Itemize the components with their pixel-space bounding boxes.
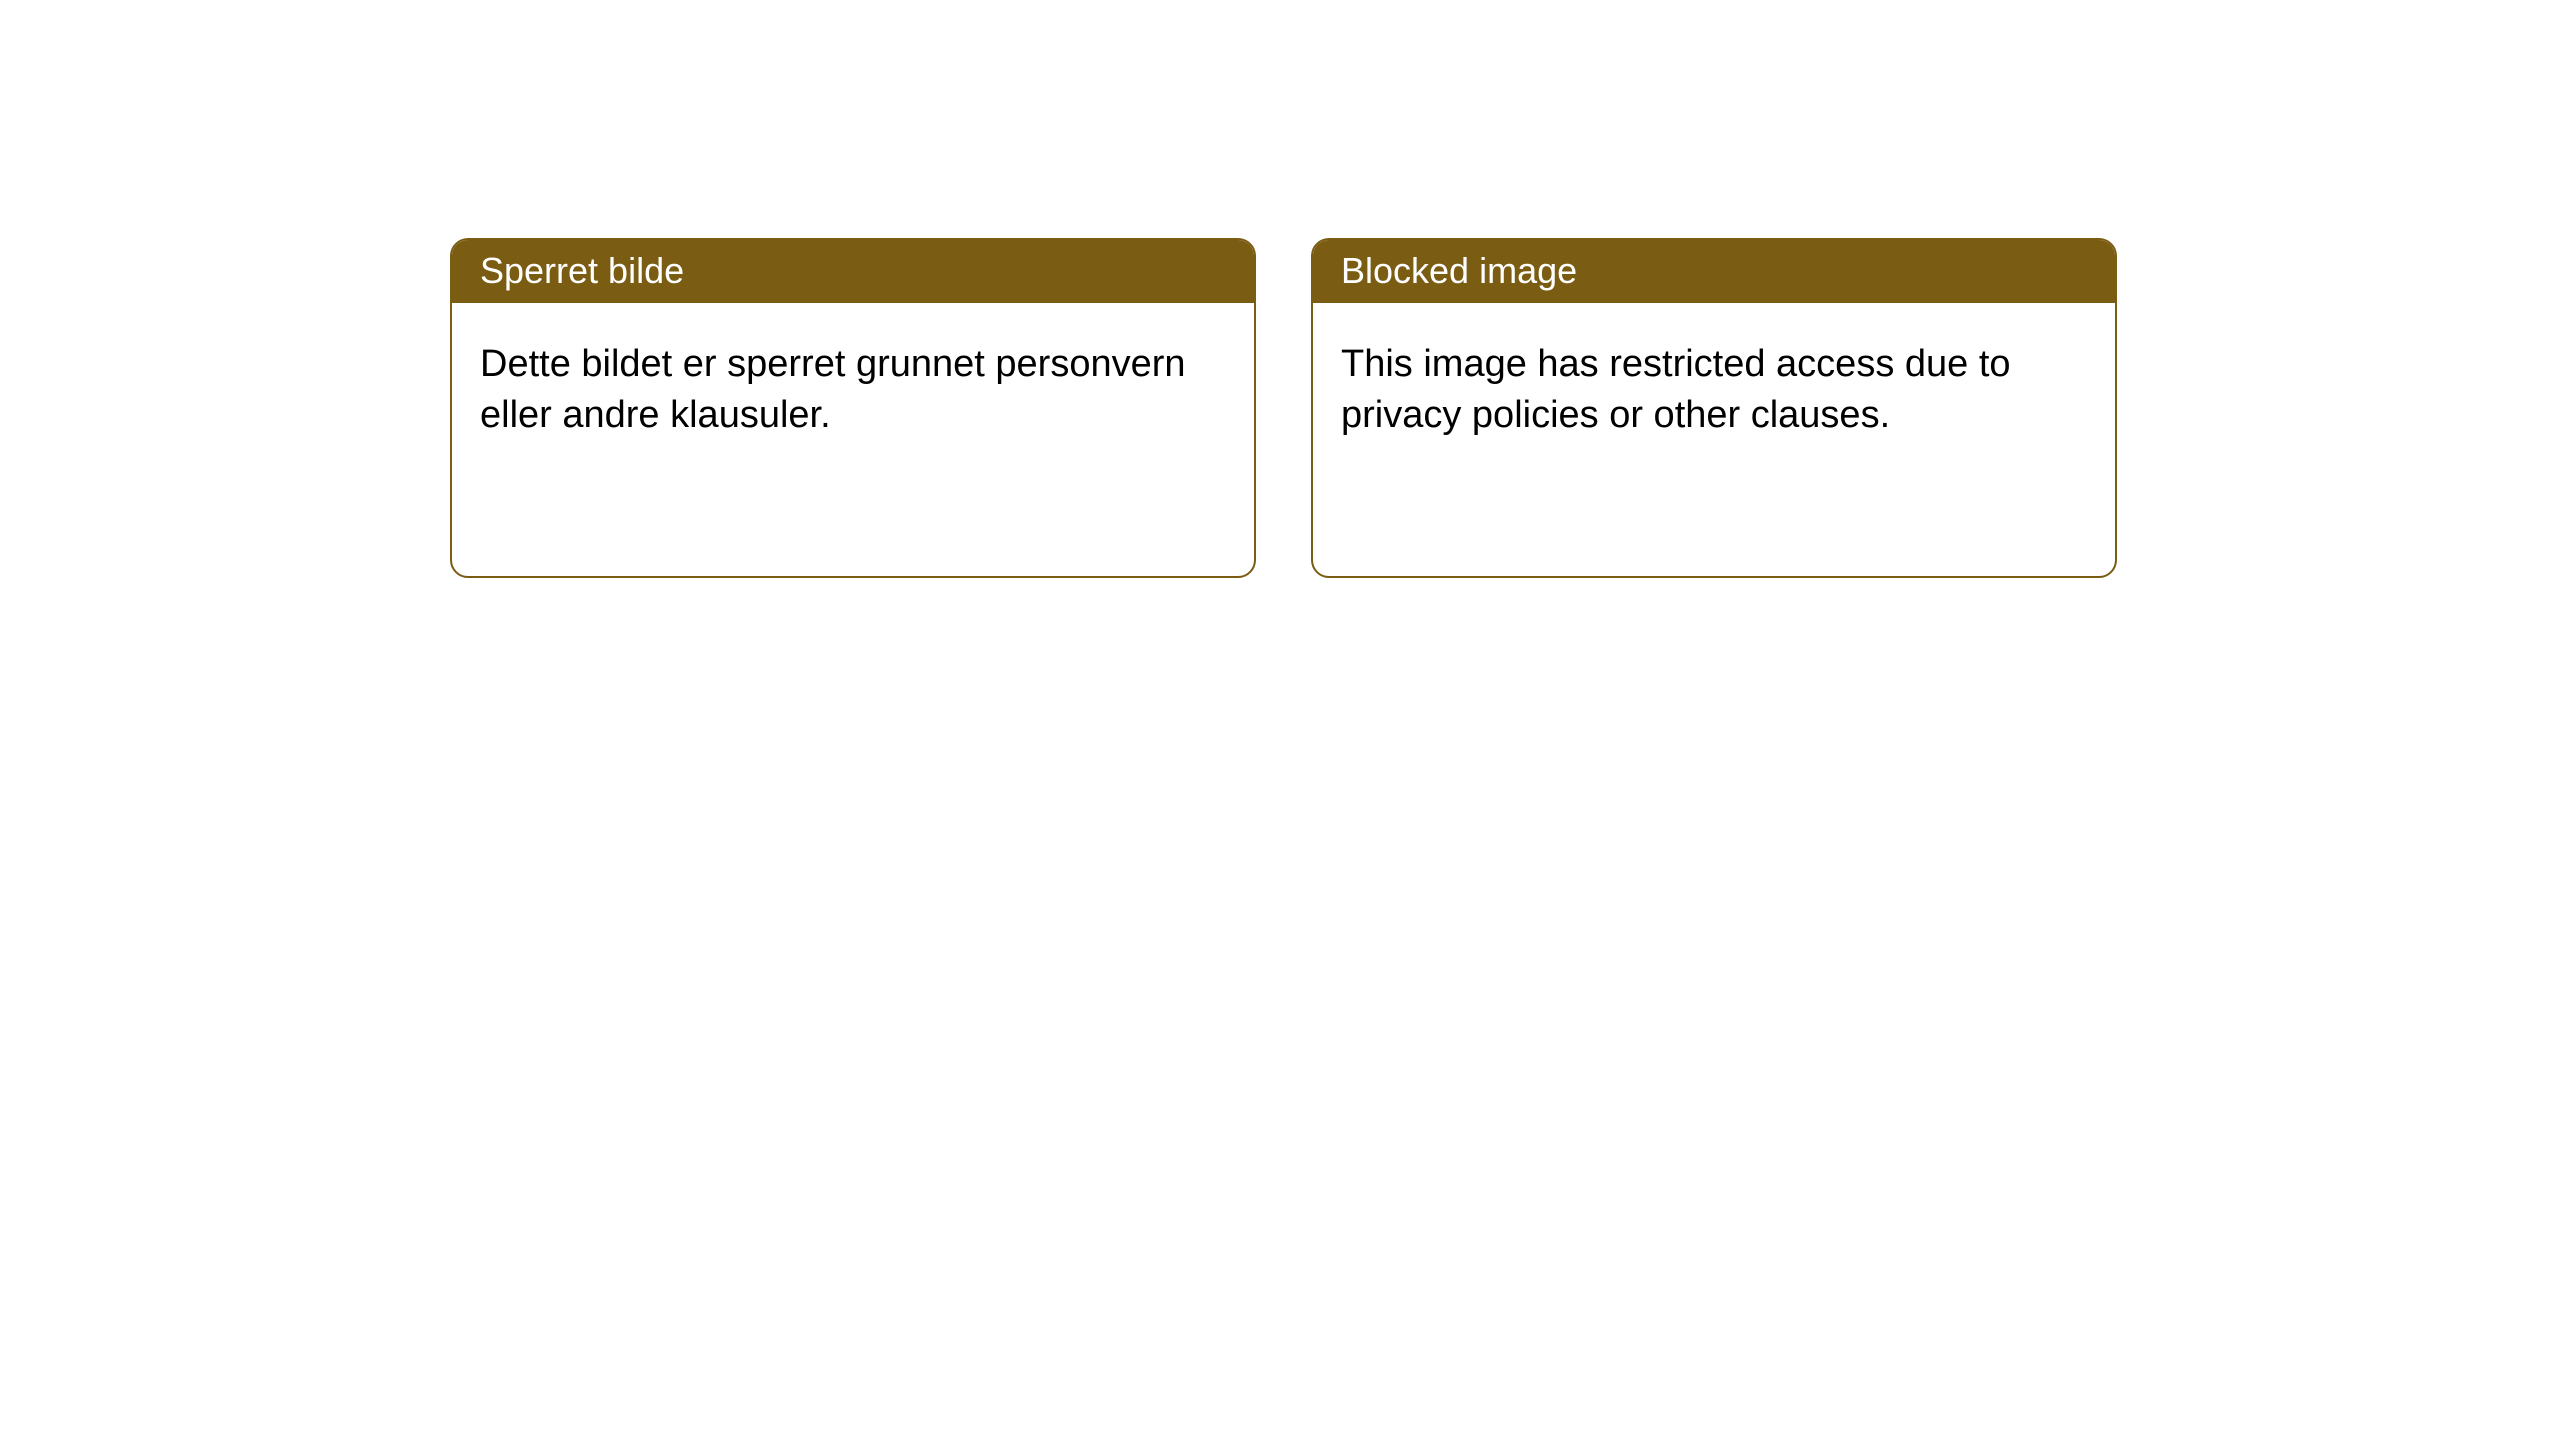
card-body: This image has restricted access due to …	[1313, 303, 2115, 478]
card-title: Sperret bilde	[480, 250, 684, 291]
blocked-image-card-no: Sperret bilde Dette bildet er sperret gr…	[450, 238, 1256, 578]
card-message: This image has restricted access due to …	[1341, 343, 2011, 436]
card-message: Dette bildet er sperret grunnet personve…	[480, 343, 1186, 436]
card-body: Dette bildet er sperret grunnet personve…	[452, 303, 1254, 478]
card-header: Sperret bilde	[452, 240, 1254, 303]
notice-cards-container: Sperret bilde Dette bildet er sperret gr…	[0, 0, 2560, 578]
card-title: Blocked image	[1341, 250, 1577, 291]
card-header: Blocked image	[1313, 240, 2115, 303]
blocked-image-card-en: Blocked image This image has restricted …	[1311, 238, 2117, 578]
